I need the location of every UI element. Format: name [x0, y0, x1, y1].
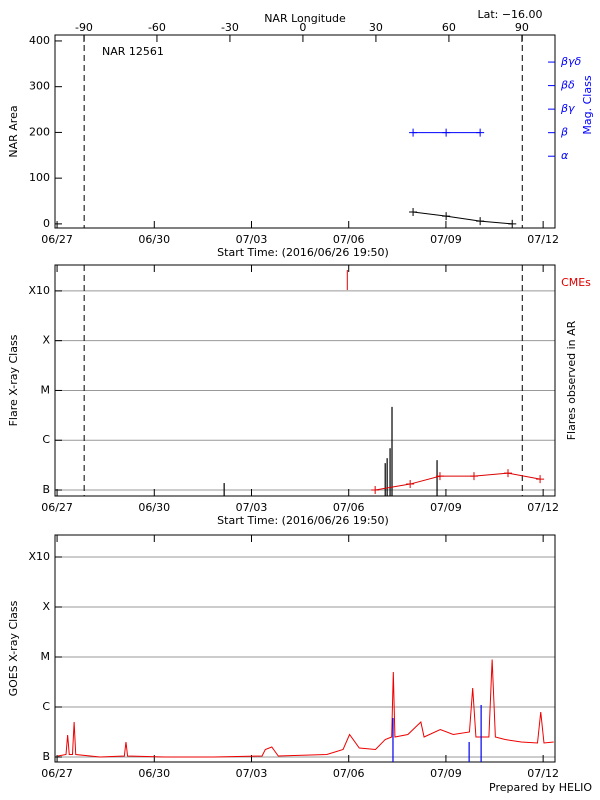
- y2-tick-label: βγ: [560, 102, 575, 115]
- x2-tick-label: -90: [75, 21, 93, 34]
- y2-tick-label: β: [560, 126, 568, 139]
- y-tick-label: C: [42, 433, 50, 446]
- y-tick-label: X10: [28, 550, 50, 563]
- point-marker: [476, 217, 485, 226]
- x2-tick-label: -30: [221, 21, 239, 34]
- x2-tick-label: 0: [299, 21, 306, 34]
- x-axis-title: Start Time: (2016/06/26 19:50): [217, 246, 389, 259]
- point-marker: [469, 472, 478, 481]
- y-tick-label: X: [42, 334, 50, 347]
- series-line: [413, 211, 513, 225]
- x-tick-label: 07/06: [333, 501, 365, 514]
- y-axis-title: GOES X-ray Class: [7, 600, 20, 696]
- x-tick-label: 07/03: [236, 233, 268, 246]
- point-marker: [435, 472, 444, 481]
- point-marker: [536, 475, 545, 484]
- x2-tick-label: 60: [442, 21, 456, 34]
- x-tick-label: 07/03: [236, 501, 268, 514]
- x2-tick-label: 90: [515, 21, 529, 34]
- y-tick-label: B: [42, 750, 50, 763]
- y-tick-label: B: [42, 483, 50, 496]
- x-tick-label: 06/27: [41, 501, 73, 514]
- x2-tick-label: -60: [148, 21, 166, 34]
- x2-axis-title: NAR Longitude: [264, 12, 346, 25]
- x-tick-label: 06/30: [138, 233, 170, 246]
- point-marker: [442, 128, 451, 137]
- x-axis-title: Start Time: (2016/06/26 19:50): [217, 514, 389, 527]
- point-marker: [504, 469, 513, 478]
- series-line: [57, 659, 554, 758]
- y2-tick-label: α: [561, 149, 569, 162]
- y-tick-label: X10: [28, 284, 50, 297]
- y2-axis-title: Mag. Class: [581, 75, 594, 134]
- x-tick-label: 07/12: [527, 767, 559, 780]
- point-marker: [442, 212, 451, 221]
- annotation: CMEs: [561, 276, 591, 289]
- y-tick-label: X: [42, 600, 50, 613]
- x-tick-label: 07/12: [527, 233, 559, 246]
- plot-frame: [54, 534, 556, 763]
- point-marker: [508, 219, 517, 228]
- x-tick-label: 06/27: [41, 233, 73, 246]
- x-tick-label: 06/30: [138, 767, 170, 780]
- point-marker: [409, 207, 418, 216]
- footer: Prepared by HELIO: [489, 781, 592, 794]
- chart-title: NAR 12561: [102, 45, 164, 58]
- point-marker: [409, 128, 418, 137]
- x-tick-label: 07/06: [333, 767, 365, 780]
- y-tick-label: C: [42, 700, 50, 713]
- x-tick-label: 07/03: [236, 767, 268, 780]
- y-tick-label: 400: [29, 34, 50, 47]
- y-tick-label: 0: [43, 217, 50, 230]
- y-axis-title: Flare X-ray Class: [7, 334, 20, 426]
- x-tick-label: 06/30: [138, 501, 170, 514]
- y-tick-label: 100: [29, 171, 50, 184]
- x2-tick-label: 30: [369, 21, 383, 34]
- y-tick-label: M: [41, 650, 51, 663]
- y-tick-label: M: [41, 383, 51, 396]
- x-tick-label: 06/27: [41, 767, 73, 780]
- plot-frame: [54, 34, 556, 229]
- point-marker: [371, 486, 380, 495]
- y2-tick-label: βγδ: [560, 55, 582, 68]
- x-tick-label: 07/06: [333, 233, 365, 246]
- x-tick-label: 07/09: [430, 233, 462, 246]
- x-tick-label: 07/12: [527, 501, 559, 514]
- y-axis-title: NAR Area: [7, 105, 20, 157]
- series-line: [375, 472, 541, 491]
- y-tick-label: 200: [29, 125, 50, 138]
- point-marker: [476, 128, 485, 137]
- x-tick-label: 07/09: [430, 501, 462, 514]
- y2-tick-label: βδ: [560, 79, 575, 92]
- y2-axis-title: Flares observed in AR: [565, 320, 578, 440]
- y-tick-label: 300: [29, 80, 50, 93]
- annotation: Lat: −16.00: [477, 8, 542, 21]
- x-tick-label: 07/09: [430, 767, 462, 780]
- point-marker: [406, 480, 415, 489]
- plot-frame: [54, 264, 556, 497]
